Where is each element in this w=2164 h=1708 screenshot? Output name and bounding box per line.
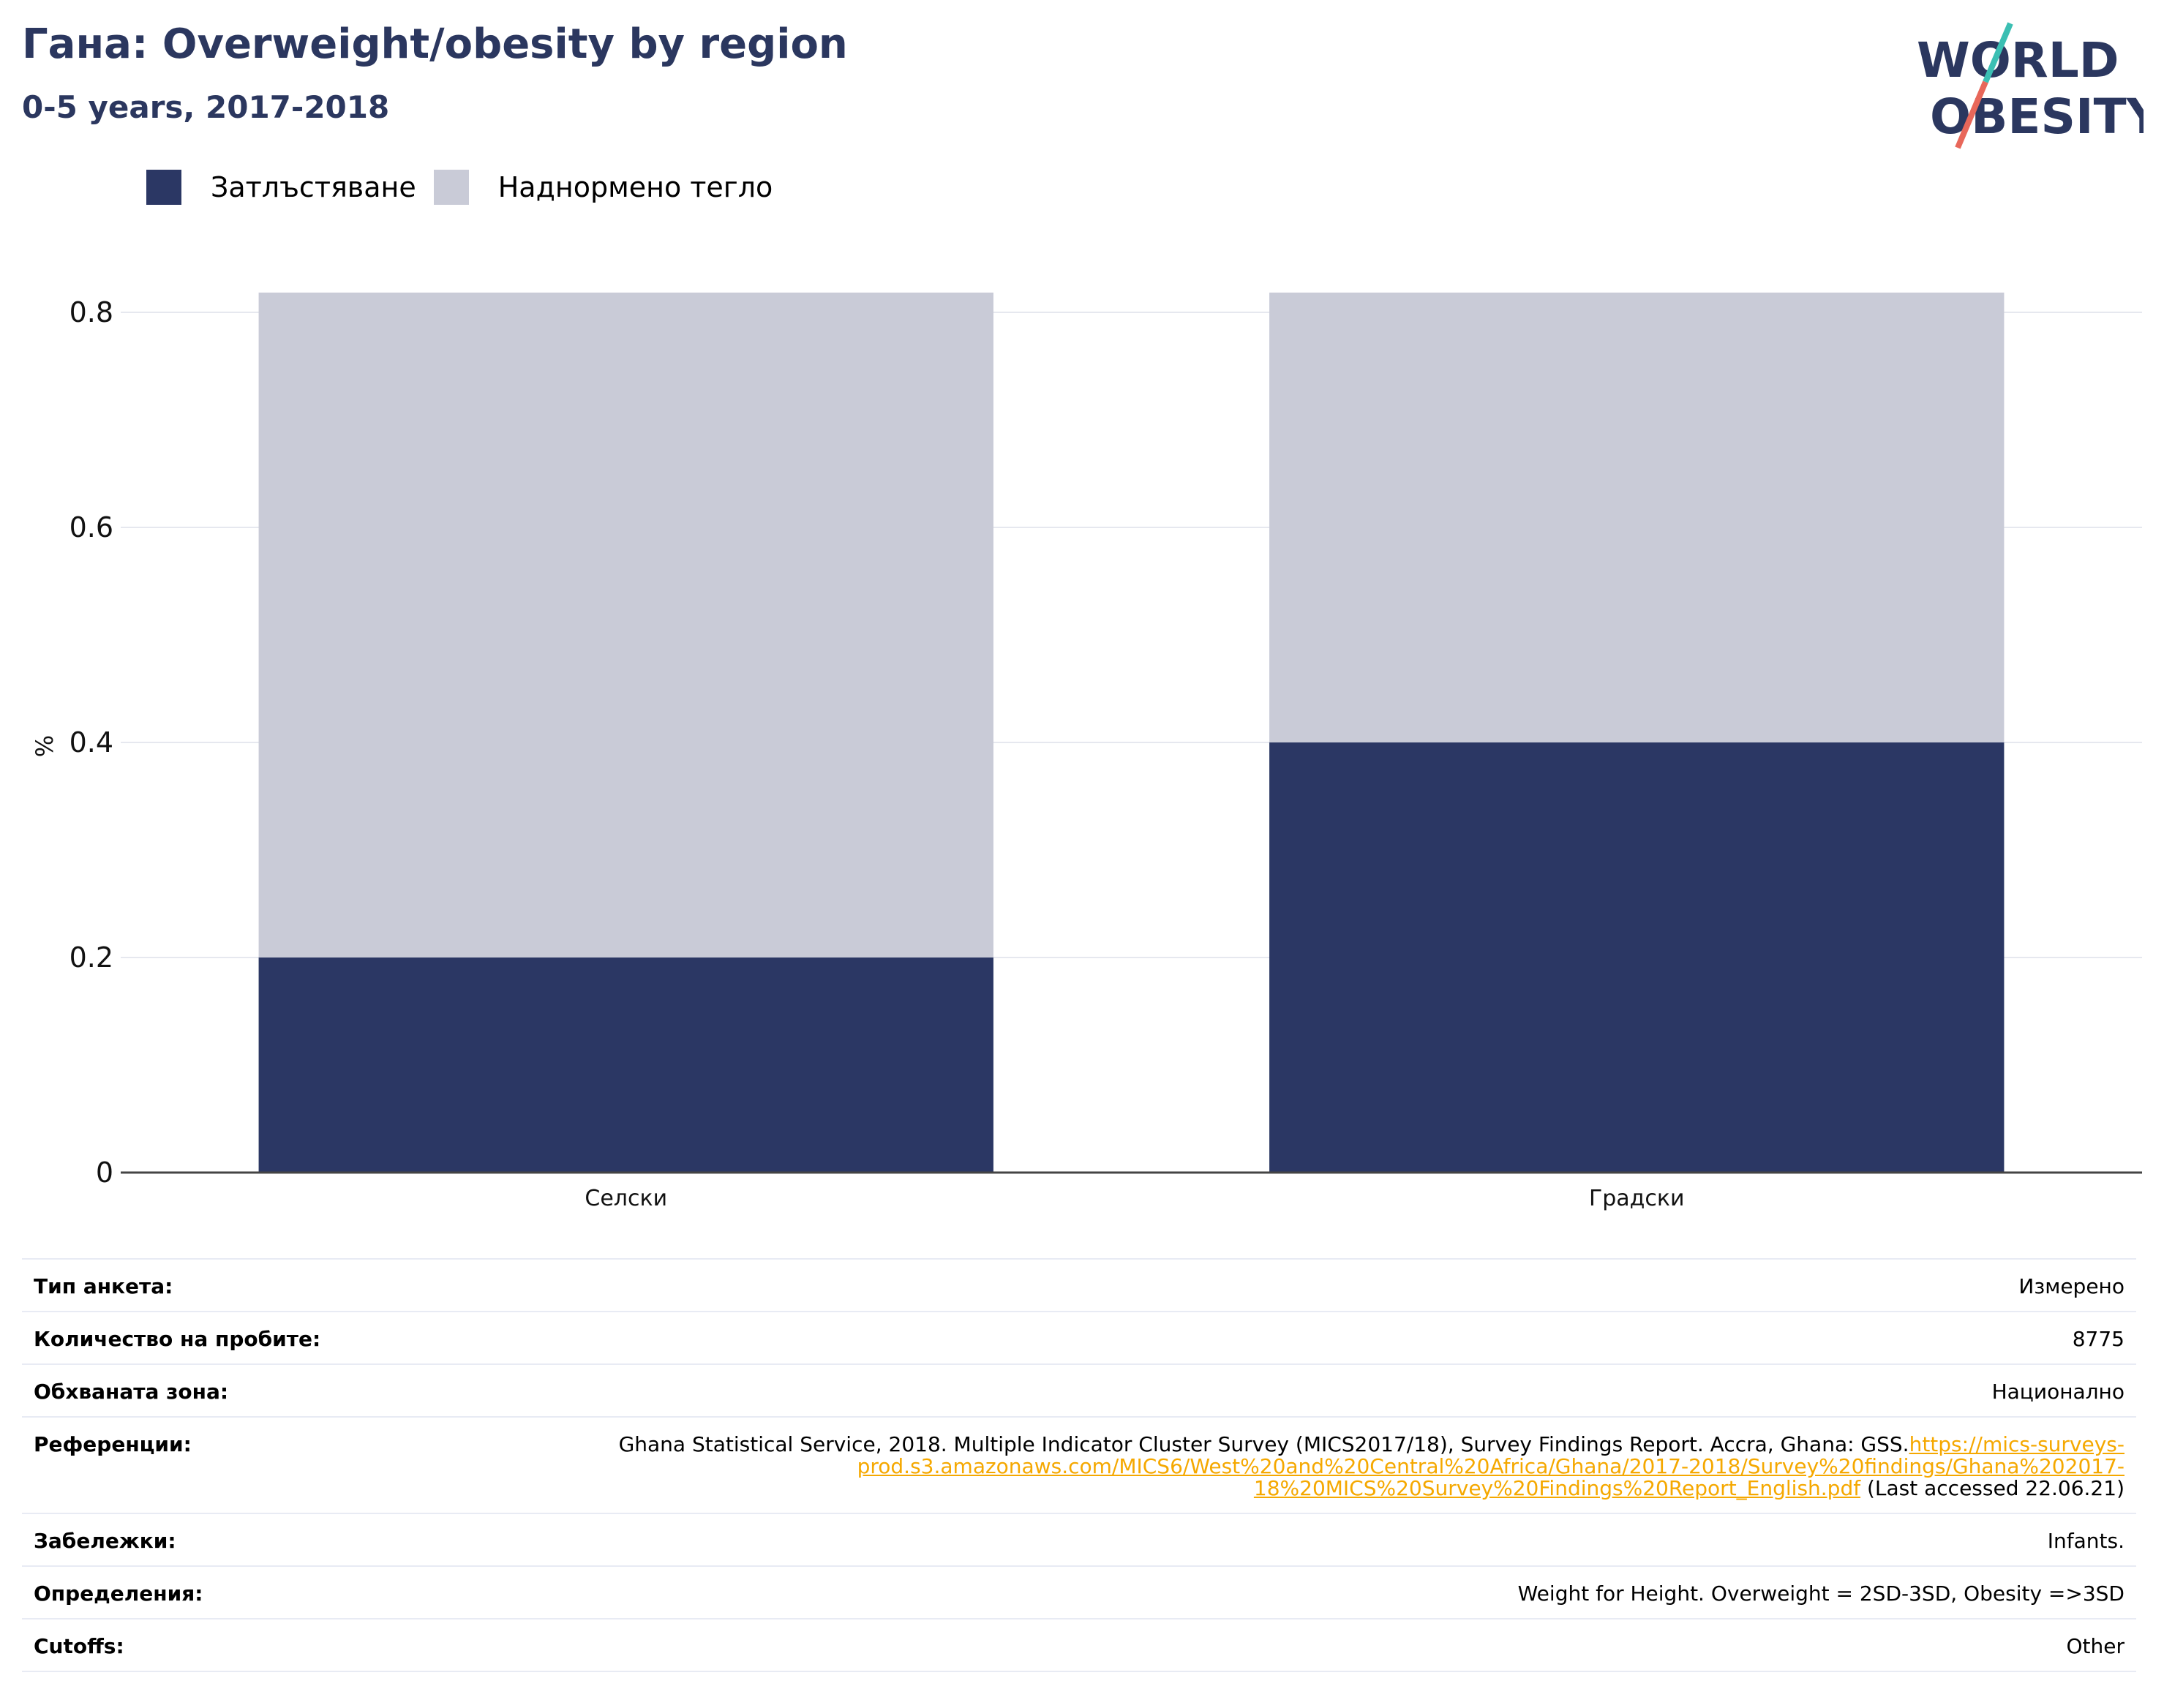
meta-row-notes: Забележки: Infants. [22, 1514, 2136, 1567]
legend-item-overweight[interactable]: Наднормено тегло [433, 170, 773, 205]
y-tick-label: 0 [96, 1156, 113, 1189]
logo-slash-bottom [1955, 80, 1988, 149]
meta-value-definitions: Weight for Height. Overweight = 2SD-3SD,… [1517, 1581, 2124, 1606]
meta-row-definitions: Определения: Weight for Height. Overweig… [22, 1567, 2136, 1619]
meta-label-area: Обхваната зона: [34, 1380, 229, 1404]
y-tick-label: 0.6 [69, 511, 113, 543]
meta-row-survey-type: Тип анкета: Измерено [22, 1258, 2136, 1312]
legend-swatch-overweight [433, 170, 469, 205]
reference-accessed: (Last accessed 22.06.21) [1860, 1476, 2124, 1500]
logo-line1: WORLD [1917, 32, 2119, 89]
meta-row-references: Референции: Ghana Statistical Service, 2… [22, 1418, 2136, 1514]
page-title: Гана: Overweight/obesity by region [22, 20, 848, 68]
y-tick-label: 0.8 [69, 296, 113, 328]
meta-row-sample-size: Количество на пробите: 8775 [22, 1312, 2136, 1365]
logo-slash-top [1983, 22, 2013, 83]
y-axis-label: % [31, 735, 59, 757]
y-tick-label: 0.2 [69, 941, 113, 974]
world-obesity-logo: WORLD OBESITY [1917, 22, 2144, 149]
meta-row-cutoffs: Cutoffs: Other [22, 1619, 2136, 1672]
meta-label-sample-size: Количество на пробите: [34, 1327, 321, 1351]
y-tick-label: 0.4 [69, 726, 113, 759]
legend-label-overweight: Наднормено тегло [497, 171, 773, 203]
x-tick-label: Селски [585, 1186, 667, 1211]
meta-label-definitions: Определения: [34, 1581, 203, 1606]
meta-label-notes: Забележки: [34, 1529, 176, 1553]
meta-value-sample-size: 8775 [2072, 1327, 2124, 1351]
meta-label-references: Референции: [34, 1432, 192, 1456]
legend-swatch-obesity [146, 170, 181, 205]
bar-segment [258, 293, 993, 958]
bar-segment [1269, 742, 2005, 1173]
meta-value-notes: Infants. [2047, 1529, 2124, 1553]
legend-label-obesity: Затлъстяване [211, 171, 416, 203]
bar-segment [258, 958, 993, 1173]
meta-label-cutoffs: Cutoffs: [34, 1634, 124, 1658]
meta-value-references: Ghana Statistical Service, 2018. Multipl… [478, 1434, 2124, 1500]
bar-segment [1269, 293, 2005, 742]
meta-value-survey-type: Измерено [2018, 1274, 2124, 1298]
meta-value-cutoffs: Other [2066, 1634, 2124, 1658]
survey-details-table: Тип анкета: Измерено Количество на проби… [22, 1258, 2136, 1672]
meta-row-area: Обхваната зона: Национално [22, 1365, 2136, 1418]
meta-label-survey-type: Тип анкета: [34, 1274, 173, 1298]
meta-value-area: Национално [1991, 1380, 2124, 1404]
reference-link[interactable]: https://mics-surveys-prod.s3.amazonaws.c… [857, 1432, 2124, 1500]
legend-item-obesity[interactable]: Затлъстяване [146, 170, 416, 205]
page-subtitle: 0-5 years, 2017-2018 [22, 89, 390, 125]
reference-text: Ghana Statistical Service, 2018. Multipl… [618, 1432, 1909, 1456]
chart-legend: Затлъстяване Наднормено тегло [146, 170, 790, 205]
x-tick-label: Градски [1589, 1186, 1685, 1211]
